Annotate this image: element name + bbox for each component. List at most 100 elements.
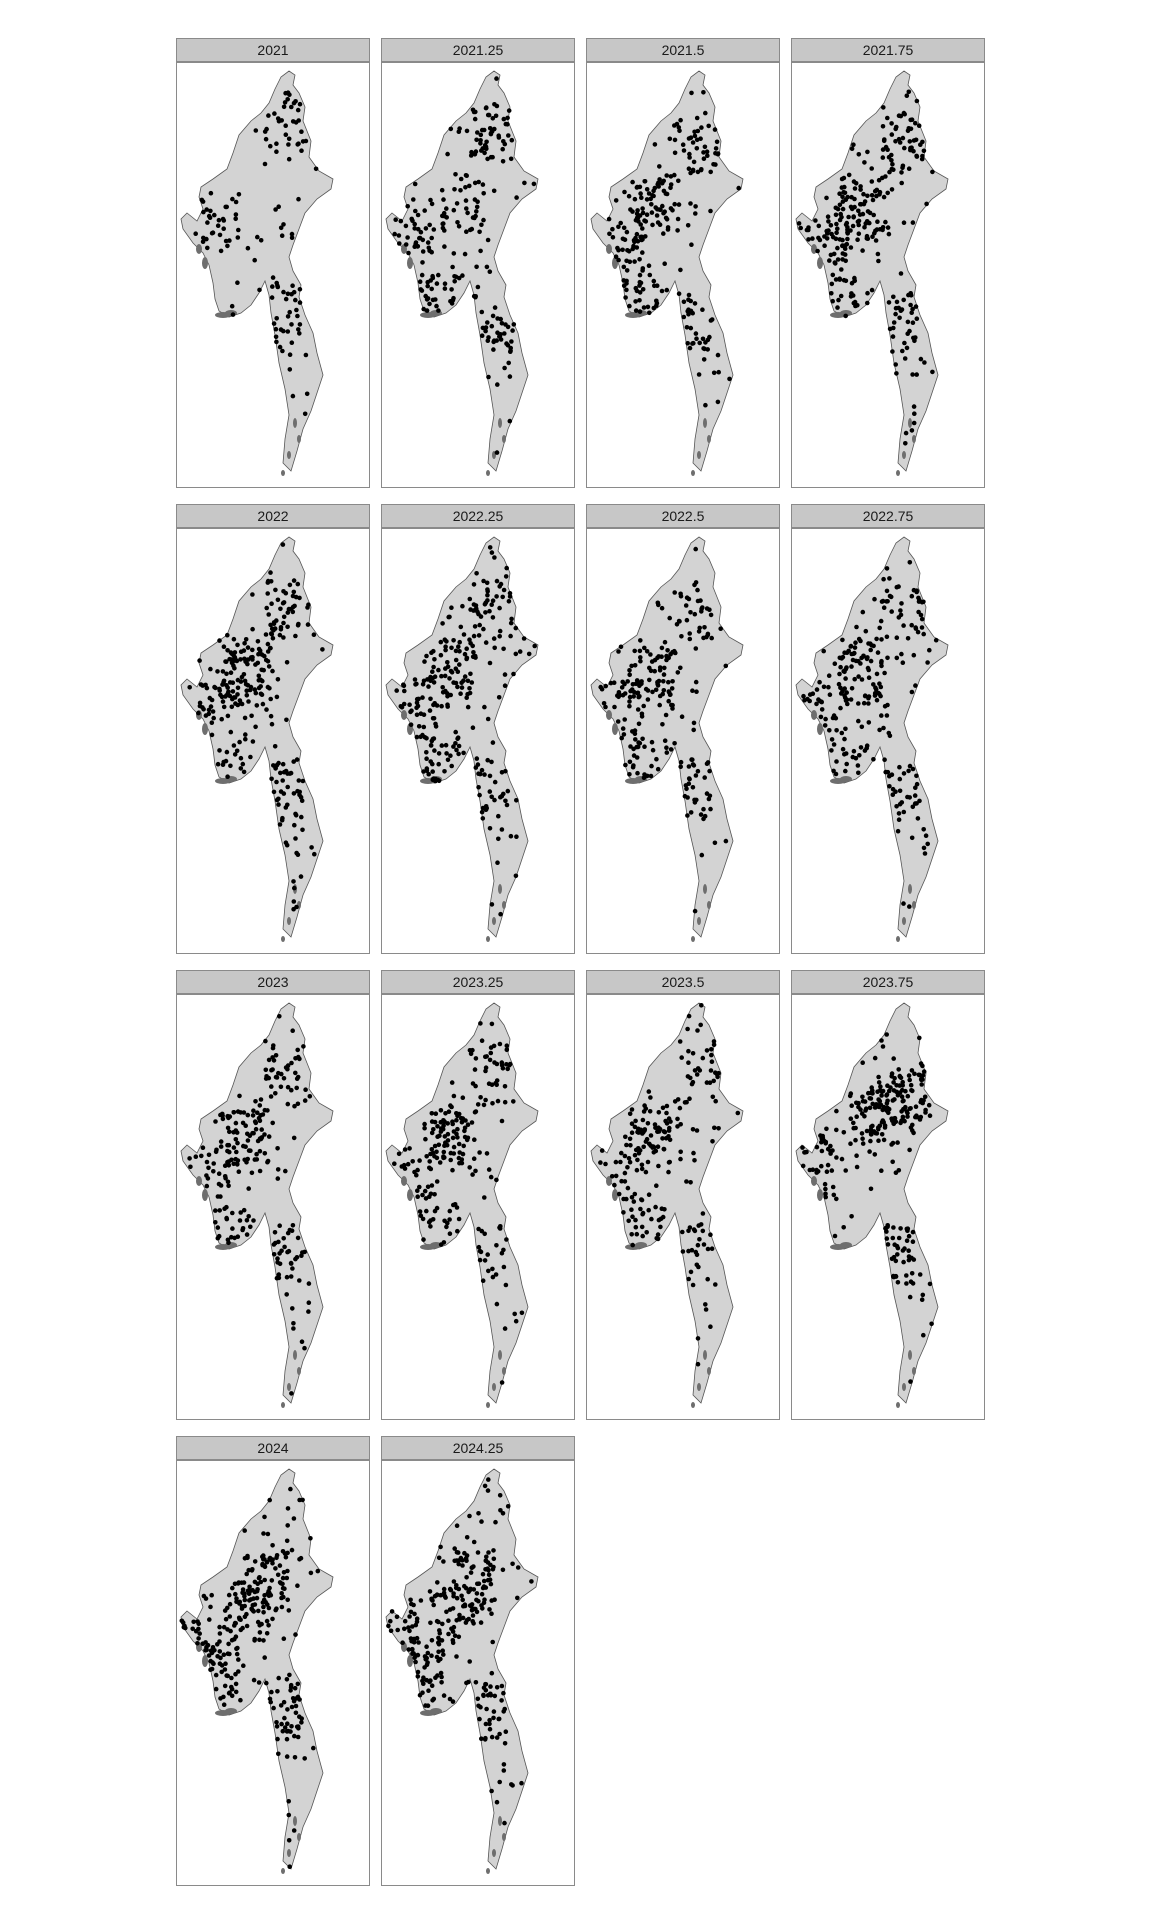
event-point	[408, 1636, 414, 1641]
event-point	[667, 136, 673, 142]
event-point	[513, 651, 519, 657]
event-point	[230, 689, 236, 694]
event-point	[875, 251, 881, 257]
event-point	[869, 643, 874, 648]
event-point	[482, 150, 487, 156]
event-point	[475, 1550, 481, 1555]
event-point	[274, 141, 279, 146]
event-point	[420, 1192, 425, 1198]
island-shape	[707, 435, 711, 443]
event-point	[472, 1067, 478, 1072]
event-point	[844, 241, 850, 247]
event-point	[411, 197, 416, 202]
event-point	[833, 771, 839, 777]
event-point	[267, 1585, 272, 1591]
event-point	[223, 758, 229, 764]
event-point	[234, 1651, 240, 1657]
event-point	[491, 1709, 497, 1714]
event-point	[456, 1111, 462, 1117]
island-shape	[811, 1176, 817, 1186]
event-point	[705, 1246, 711, 1252]
event-point	[869, 1132, 874, 1137]
event-point	[862, 199, 868, 204]
event-point	[831, 742, 837, 747]
event-point	[845, 230, 850, 235]
event-point	[281, 1699, 287, 1705]
event-point	[489, 1788, 494, 1794]
event-point	[399, 705, 405, 710]
event-point	[312, 851, 317, 857]
event-point	[252, 687, 258, 692]
event-point	[266, 1623, 271, 1628]
event-point	[881, 138, 887, 144]
event-point	[472, 1137, 477, 1142]
event-point	[269, 295, 275, 300]
event-point	[644, 1230, 649, 1235]
event-point	[226, 1142, 232, 1148]
event-point	[856, 636, 862, 642]
island-shape	[196, 1176, 202, 1186]
event-point	[872, 596, 877, 602]
event-point	[919, 1082, 924, 1087]
event-point	[225, 1605, 230, 1611]
event-point	[831, 251, 837, 257]
event-point	[881, 105, 886, 110]
event-point	[616, 247, 621, 253]
event-point	[406, 250, 411, 256]
event-point	[281, 289, 286, 295]
event-point	[204, 685, 210, 691]
event-point	[827, 692, 833, 697]
event-point	[297, 1056, 302, 1062]
event-point	[452, 279, 457, 284]
event-point	[672, 150, 678, 156]
country-outline	[180, 536, 334, 938]
event-point	[454, 1550, 460, 1555]
event-point	[494, 1177, 499, 1183]
map-panel	[791, 528, 985, 954]
event-point	[283, 590, 289, 596]
event-point	[926, 1102, 932, 1108]
event-point	[623, 295, 628, 300]
event-point	[442, 769, 447, 774]
event-point	[457, 662, 462, 667]
event-point	[204, 1183, 210, 1189]
event-point	[242, 1157, 247, 1163]
event-point	[281, 1594, 286, 1600]
event-point	[306, 1309, 311, 1314]
event-point	[651, 305, 657, 311]
event-point	[443, 644, 448, 649]
event-point	[890, 349, 895, 354]
event-point	[868, 1138, 873, 1144]
event-point	[474, 204, 480, 210]
event-point	[210, 1649, 216, 1654]
event-point	[921, 631, 926, 637]
event-point	[289, 1704, 295, 1710]
event-point	[416, 724, 422, 729]
event-point	[434, 1179, 440, 1184]
event-point	[618, 644, 624, 650]
event-point	[503, 1282, 509, 1288]
event-point	[640, 206, 645, 211]
event-point	[692, 908, 698, 914]
event-point	[903, 441, 908, 446]
event-point	[924, 201, 929, 207]
event-point	[861, 700, 867, 706]
event-point	[830, 1184, 836, 1190]
event-point	[688, 610, 693, 615]
event-point	[484, 1151, 490, 1156]
event-point	[482, 326, 488, 332]
event-point	[428, 1224, 433, 1229]
event-point	[238, 1110, 243, 1115]
event-point	[910, 1088, 915, 1094]
event-point	[641, 305, 647, 310]
event-point	[448, 753, 453, 758]
event-point	[409, 708, 414, 713]
event-point	[521, 636, 527, 641]
event-point	[890, 334, 896, 339]
event-point	[665, 648, 670, 653]
event-point	[297, 287, 303, 292]
event-point	[650, 193, 655, 198]
event-point	[813, 218, 818, 223]
event-point	[289, 1060, 294, 1066]
event-point	[276, 1239, 281, 1245]
